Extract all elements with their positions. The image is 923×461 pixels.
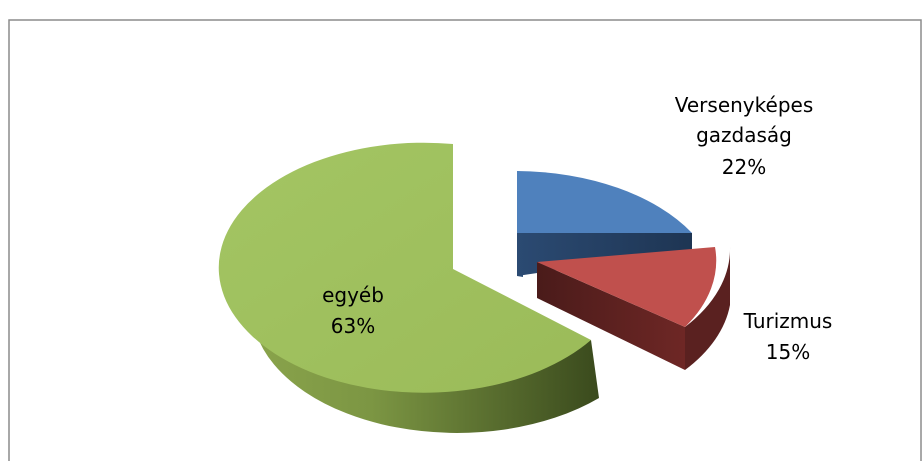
slice-top <box>517 171 692 233</box>
label-turizmus: Turizmus 15% <box>743 309 833 364</box>
chart-border <box>8 19 922 461</box>
slice-side <box>537 262 685 370</box>
slice-side <box>248 275 599 433</box>
label-egyeb: egyéb 63% <box>322 283 384 338</box>
pie-slice-egyeb <box>218 142 599 433</box>
pie-slice-turizmus <box>537 247 731 370</box>
slice-label-line: Versenyképes <box>675 93 814 117</box>
slice-side <box>685 247 731 370</box>
slices-group <box>218 142 731 433</box>
slice-label-line: Turizmus <box>743 309 833 333</box>
slice-top <box>218 142 591 393</box>
slice-percent: 15% <box>766 340 810 364</box>
slice-label-line: egyéb <box>322 283 384 307</box>
label-versenykepes-gazdasag: Versenyképes gazdaság 22% <box>675 93 814 179</box>
slice-top <box>537 247 717 327</box>
slice-label-line: gazdaság <box>696 123 792 147</box>
slice-percent: 22% <box>722 155 766 179</box>
slice-percent: 63% <box>331 314 375 338</box>
